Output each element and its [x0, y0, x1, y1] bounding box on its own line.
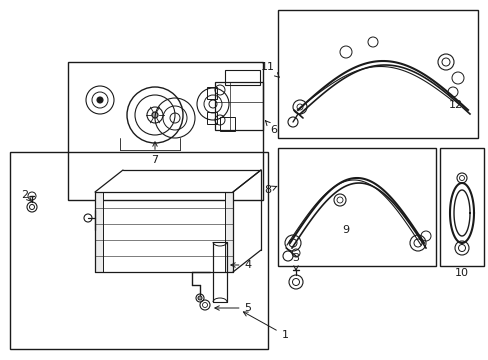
Bar [215, 82, 263, 130]
Text: 3: 3 [292, 253, 299, 270]
Circle shape [97, 97, 103, 103]
Bar [278, 10, 477, 138]
Bar [439, 148, 483, 266]
Bar [220, 117, 235, 131]
Bar [68, 62, 263, 200]
Text: 5: 5 [214, 303, 251, 313]
Text: 9: 9 [342, 225, 349, 235]
Text: 12: 12 [448, 100, 462, 110]
Circle shape [198, 296, 202, 300]
Bar [224, 70, 260, 85]
Text: 11: 11 [261, 62, 279, 77]
Circle shape [152, 112, 158, 118]
Text: 7: 7 [151, 142, 158, 165]
Text: 4: 4 [230, 260, 251, 270]
Text: 1: 1 [243, 312, 288, 340]
Bar [206, 112, 217, 124]
Bar [10, 152, 267, 349]
Bar [213, 242, 226, 302]
Text: 10: 10 [454, 268, 468, 278]
Bar [206, 87, 217, 99]
Bar [224, 192, 232, 272]
Text: 8: 8 [264, 185, 276, 195]
Bar [278, 148, 435, 266]
Text: 2: 2 [21, 190, 31, 202]
Text: 6: 6 [265, 121, 277, 135]
Bar [95, 192, 103, 272]
